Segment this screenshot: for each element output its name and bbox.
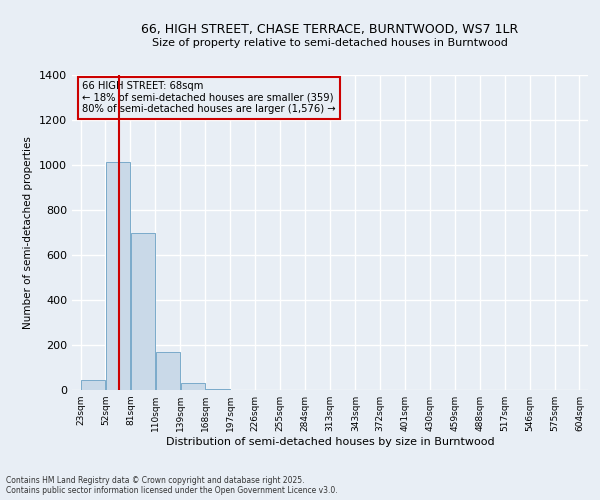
Bar [181,383,205,390]
Bar [155,352,180,390]
Bar [205,389,230,390]
Bar [131,232,155,390]
Bar [106,162,130,390]
X-axis label: Distribution of semi-detached houses by size in Burntwood: Distribution of semi-detached houses by … [166,437,494,447]
Y-axis label: Number of semi-detached properties: Number of semi-detached properties [23,136,34,329]
Bar [81,380,105,390]
Text: Contains HM Land Registry data © Crown copyright and database right 2025.
Contai: Contains HM Land Registry data © Crown c… [6,476,338,495]
Text: 66 HIGH STREET: 68sqm
← 18% of semi-detached houses are smaller (359)
80% of sem: 66 HIGH STREET: 68sqm ← 18% of semi-deta… [82,82,336,114]
Text: 66, HIGH STREET, CHASE TERRACE, BURNTWOOD, WS7 1LR: 66, HIGH STREET, CHASE TERRACE, BURNTWOO… [142,22,518,36]
Text: Size of property relative to semi-detached houses in Burntwood: Size of property relative to semi-detach… [152,38,508,48]
